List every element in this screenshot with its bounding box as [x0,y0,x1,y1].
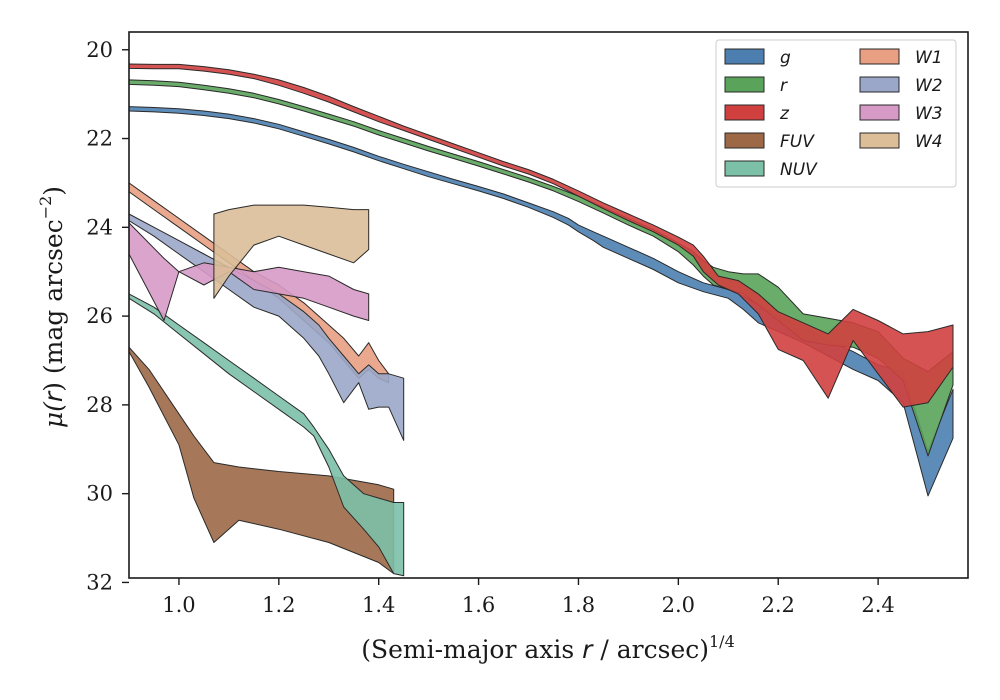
legend-label-w2: W2 [915,76,943,96]
y-tick-label: 20 [86,38,113,62]
y-tick-label: 24 [86,215,113,239]
x-tick-label: 2.4 [861,593,894,617]
legend: grz FUV NUV W1 W2 W3 W4 [715,39,957,188]
band-g [129,106,954,497]
band-areas [129,63,954,577]
legend-swatch-r [724,76,765,93]
x-tick-label: 1.6 [462,593,495,617]
legend-swatch-z [724,104,765,121]
legend-label-w1: W1 [915,48,943,68]
x-tick-label: 1.0 [162,593,195,617]
x-tick-label: 2.2 [762,593,795,617]
legend-label-z: z [779,104,790,124]
band-z [129,63,954,408]
x-tick-label: 1.4 [362,593,395,617]
legend-label-w4: W4 [915,132,943,152]
legend-swatch-g [724,48,765,65]
legend-label-fuv: FUV [780,132,815,152]
legend-swatch-w4 [859,132,900,149]
legend-label-g: g [780,48,791,68]
y-axis-label: μ(r) (mag arcsec−2) [36,186,68,428]
band-r [129,79,954,457]
legend-swatch-fuv [724,132,765,149]
legend-label-r: r [780,76,788,96]
legend-swatch-w2 [859,76,900,93]
axes: 1.0 1.2 1.4 1.6 1.8 2.0 2.2 2.4 20 22 24 26 28 30 32 [86,31,969,617]
y-tick-label: 32 [86,570,113,594]
y-tick-label: 28 [86,393,113,417]
legend-swatch-nuv [724,160,765,177]
y-tick-label: 22 [86,127,113,151]
legend-swatch-w3 [859,104,900,121]
band-w4 [213,204,370,299]
x-axis-label: (Semi-major axis r / arcsec)1/4 [361,632,735,664]
x-tick-label: 1.8 [562,593,595,617]
plot-frame [128,31,969,579]
x-tick-label: 1.2 [262,593,295,617]
x-tick-label: 2.0 [662,593,695,617]
legend-label-nuv: NUV [780,160,818,180]
y-tick-label: 26 [86,304,113,328]
y-tick-label: 30 [86,482,113,506]
legend-label-w3: W3 [915,104,943,124]
legend-swatch-w1 [859,48,900,65]
band-nuv [129,293,405,577]
